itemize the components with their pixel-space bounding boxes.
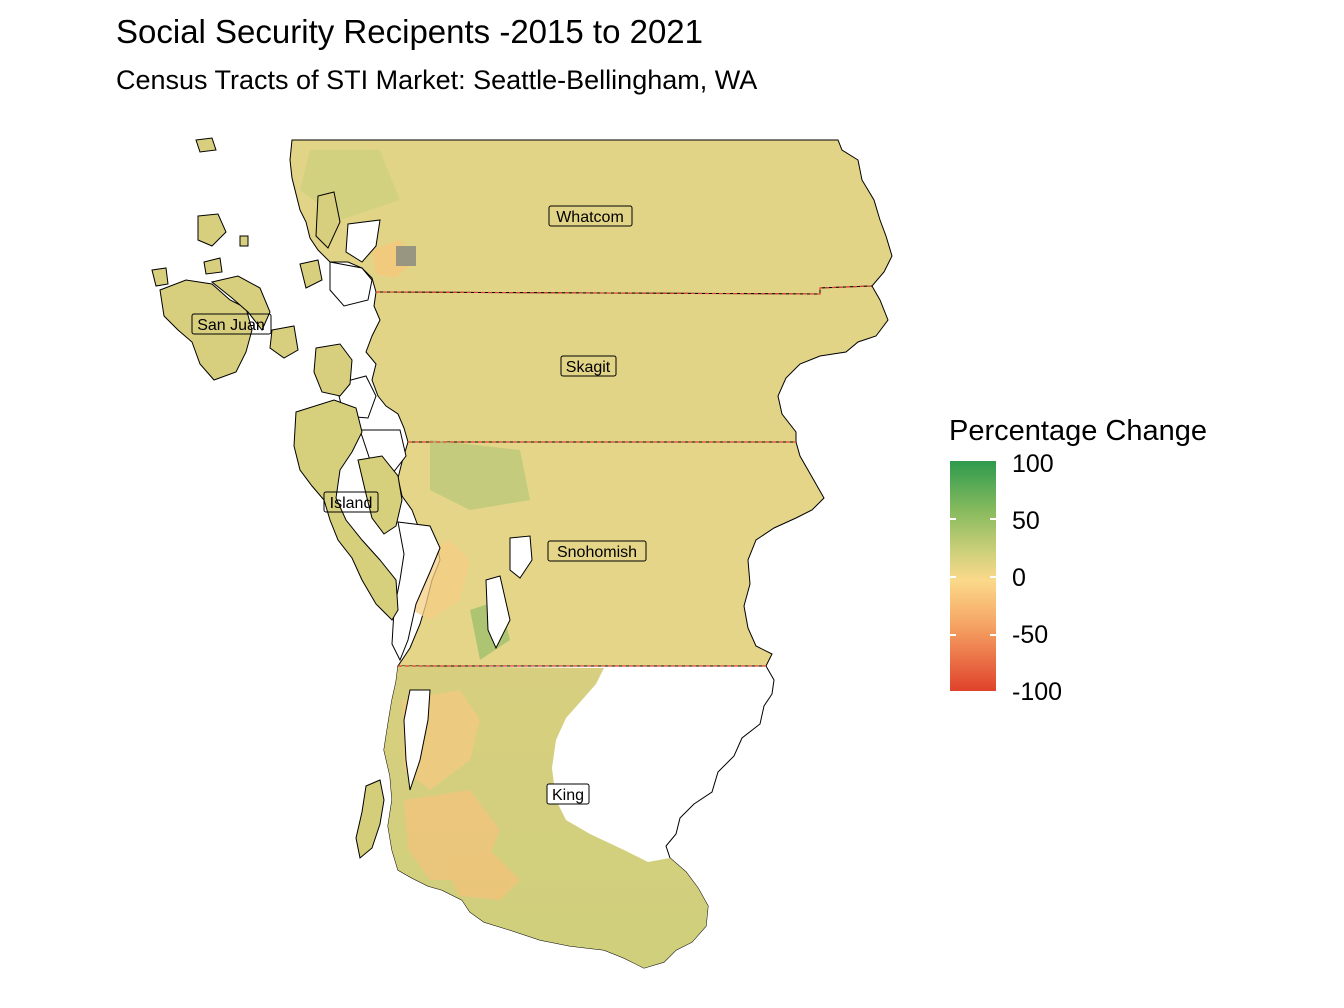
svg-text:Snohomish: Snohomish [557,544,637,561]
legend-tick [950,576,956,578]
legend-label-50: 50 [1012,507,1040,535]
legend-tick [990,576,996,578]
county-label-snohomish: Snohomish [547,540,647,562]
svg-text:San Juan: San Juan [197,317,265,334]
county-boundaries [375,285,873,667]
svg-text:Island: Island [330,495,373,512]
legend-label-neg100: -100 [1012,678,1063,706]
legend-label-neg50: -50 [1012,621,1049,649]
svg-text:Whatcom: Whatcom [556,209,624,226]
county-label-whatcom: Whatcom [548,205,633,227]
svg-text:Skagit: Skagit [566,359,611,376]
legend-tick [990,518,996,520]
legend-tick [950,634,956,636]
legend-tick [990,634,996,636]
tract-highlights [300,150,530,900]
island-county-region [293,399,403,621]
skagit-county-region [365,285,889,443]
map-subtitle: Census Tracts of STI Market: Seattle-Bel… [116,65,758,95]
svg-text:King: King [552,787,584,804]
san-juan-county-region [151,137,299,381]
map-title: Social Security Recipents -2015 to 2021 [116,13,704,50]
legend-label-0: 0 [1012,564,1026,592]
county-label-skagit: Skagit [560,355,617,377]
no-data-tract [396,246,416,266]
vashon-island-region [355,779,385,859]
legend-label-100: 100 [1012,450,1054,478]
legend-color-bar [950,461,996,691]
fidalgo-islands [299,191,353,397]
county-label-island: Island [323,491,379,513]
legend-title: Percentage Change [949,415,1207,447]
county-label-san-juan: San Juan [191,313,272,335]
legend-tick [950,518,956,520]
county-label-king: King [546,783,590,805]
